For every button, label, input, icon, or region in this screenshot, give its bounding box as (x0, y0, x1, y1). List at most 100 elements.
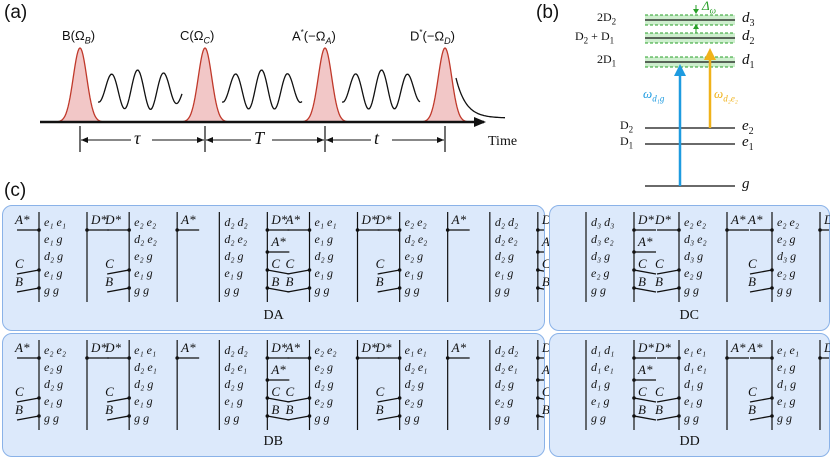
field-arrowhead (265, 396, 270, 400)
level-label-d1: d1 (742, 52, 755, 71)
level-energy-label-3: D2 (620, 118, 634, 135)
field-arrowhead (307, 268, 312, 272)
density-element: d₂ e₂ (134, 232, 157, 246)
field-arrowhead (770, 228, 774, 232)
field-label: C (15, 256, 24, 271)
field-arrowhead (37, 414, 41, 418)
field-label: D* (105, 212, 122, 227)
density-element: e₁ e₁ (314, 215, 337, 229)
field-arrow (267, 287, 290, 293)
field-arrowhead (265, 414, 270, 418)
field-label: D* (824, 213, 830, 226)
field-arrow (267, 415, 290, 421)
field-label: B (638, 274, 646, 289)
field-arrowhead (677, 268, 681, 272)
field-label: C (285, 256, 295, 271)
field-arrowhead (127, 286, 131, 290)
density-element: d₁ g (591, 377, 611, 391)
level-label-e1: e1 (742, 134, 754, 153)
density-element: e₁ g (44, 394, 63, 408)
field-arrowhead (818, 228, 822, 232)
diagram-group-title: DB (263, 434, 283, 449)
field-label: C (655, 384, 664, 399)
density-element: g g (134, 411, 150, 425)
field-arrow (656, 397, 680, 403)
density-element: e₁ g (494, 266, 514, 280)
field-arrow (287, 269, 310, 275)
field-arrowhead (127, 228, 131, 232)
field-arrow (656, 269, 680, 275)
density-element: g g (314, 283, 330, 297)
field-arrowhead (397, 286, 402, 290)
level-label-d3: d3 (742, 10, 755, 29)
density-element: d₂ e₁ (224, 360, 247, 374)
level-label-e2: e2 (742, 118, 754, 137)
field-label: B (748, 402, 756, 417)
field-label: B (655, 402, 663, 417)
pulse-b (55, 47, 105, 123)
panel-label-a: (a) (4, 2, 28, 23)
field-arrow (377, 287, 400, 293)
field-label: B (375, 402, 384, 417)
pulse-c (180, 47, 230, 123)
density-element: g g (494, 283, 510, 297)
density-element: d₃ g (777, 249, 797, 263)
field-arrowhead (632, 356, 636, 360)
diagram-group-title: DD (679, 434, 700, 449)
omega-d2e2-label: ωd₂e₂ (714, 86, 738, 104)
field-arrow (287, 287, 310, 293)
field-label: A* (271, 362, 286, 377)
field-label: D* (375, 212, 392, 227)
field-arrowhead (37, 228, 41, 232)
density-element: d₂ e₂ (494, 232, 518, 246)
field-arrow (16, 415, 40, 421)
level-energy-label-4: D1 (620, 134, 634, 151)
density-element: g g (777, 411, 792, 425)
field-label: C (748, 256, 757, 271)
density-element: g g (591, 411, 606, 425)
density-element: e₂ e₂ (314, 343, 337, 357)
pulse-label-d: D*(−ΩD) (410, 28, 455, 46)
density-element: e₂ g (314, 394, 334, 408)
field-label: B (105, 274, 114, 289)
density-element: d₂ g (224, 249, 244, 263)
level-label-d2: d2 (742, 28, 755, 47)
density-element: g g (44, 411, 59, 425)
field-label: C (271, 256, 280, 271)
field-label: A* (731, 212, 746, 227)
density-element: e₁ g (684, 394, 703, 408)
density-element: e₁ g (134, 394, 153, 408)
density-element: e₂ g (314, 360, 334, 374)
field-arrowhead (355, 228, 360, 232)
field-arrow (287, 415, 310, 421)
field-arrow (749, 397, 773, 403)
field-label: D* (271, 212, 288, 227)
panel-label-c: (c) (4, 180, 27, 201)
field-arrowhead (632, 268, 636, 272)
blue-arrowhead (674, 64, 686, 76)
density-element: e₁ g (44, 232, 63, 246)
level-label-g: g (742, 176, 750, 192)
density-element: d₂ g (134, 377, 154, 391)
density-element: d₁ g (777, 377, 797, 391)
field-arrow (537, 287, 544, 290)
density-element: g g (777, 283, 792, 297)
field-label: A* (15, 340, 30, 355)
density-element: e₁ g (404, 266, 424, 280)
diagram-group-title: DA (263, 308, 284, 323)
density-element: d₂ g (494, 249, 514, 263)
density-element: g g (44, 283, 59, 297)
field-arrowhead (632, 250, 636, 254)
density-element: d₂ g (224, 377, 244, 391)
field-arrowhead (725, 356, 729, 360)
density-element: d₃ e₂ (684, 232, 707, 246)
diagram-group-title: DC (679, 308, 699, 323)
field-label: A* (638, 362, 653, 377)
density-element: g g (591, 283, 606, 297)
field-label: D* (105, 340, 122, 355)
density-element: g g (404, 411, 420, 425)
density-element: d₂ d₂ (494, 343, 519, 357)
energy-level-figure (645, 5, 735, 187)
density-element: d₃ e₂ (591, 232, 614, 246)
